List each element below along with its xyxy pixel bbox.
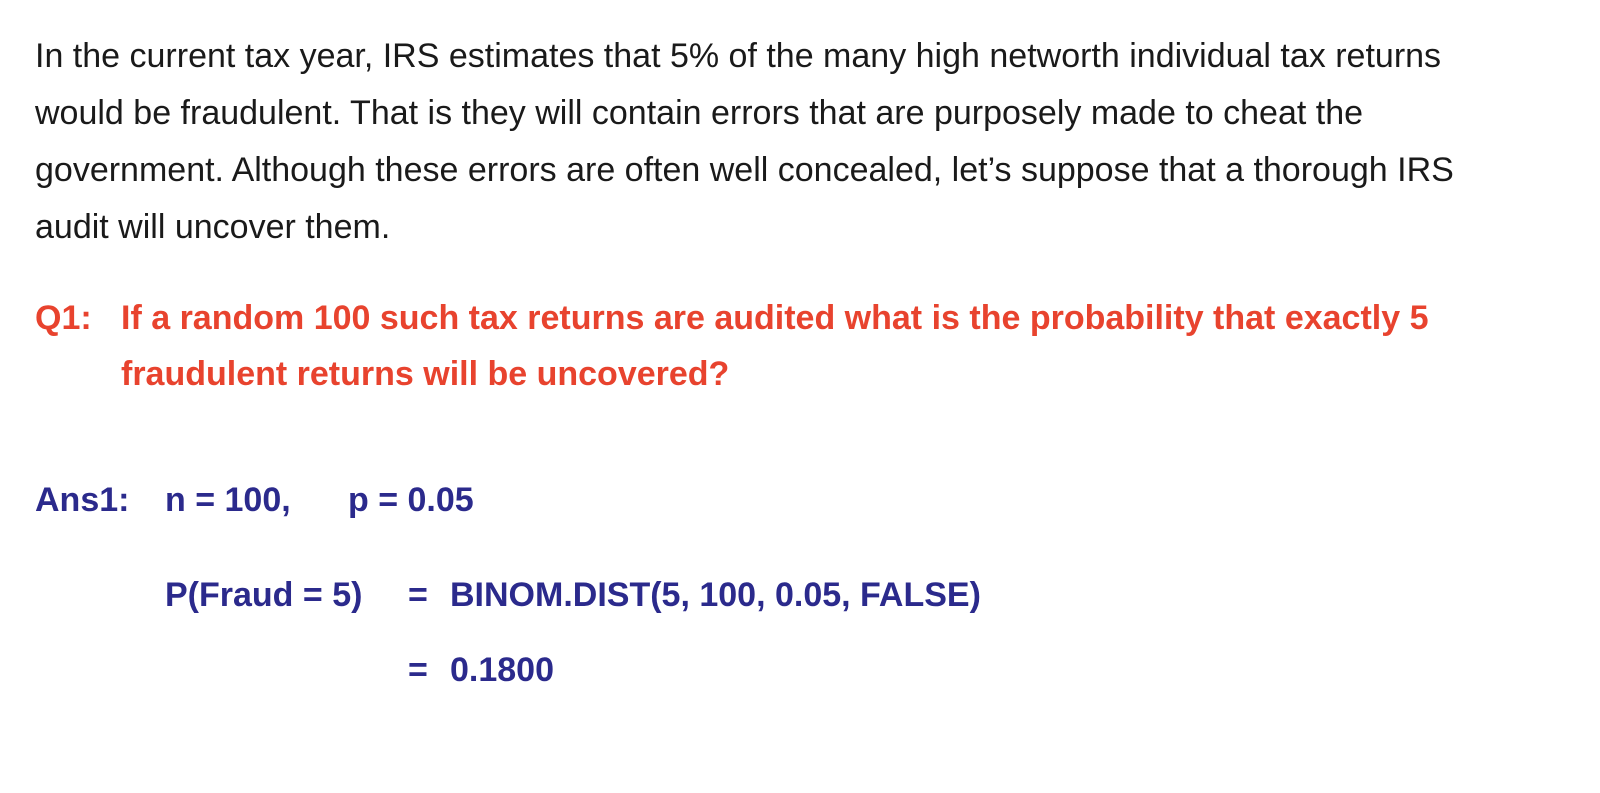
equals-sign: = xyxy=(408,651,428,689)
question-text: If a random 100 such tax returns are aud… xyxy=(121,299,1429,393)
problem-statement: In the current tax year, IRS estimates t… xyxy=(35,37,1454,246)
equals-sign: = xyxy=(408,576,428,614)
question-label: Q1: xyxy=(35,299,92,337)
answer-n-value: n = 100, xyxy=(165,481,291,519)
answer-p-value: p = 0.05 xyxy=(348,481,474,519)
binom-dist-formula: BINOM.DIST(5, 100, 0.05, FALSE) xyxy=(450,576,981,614)
answer-label: Ans1: xyxy=(35,481,130,519)
probability-expression: P(Fraud = 5) xyxy=(165,576,363,614)
probability-result: 0.1800 xyxy=(450,651,554,689)
